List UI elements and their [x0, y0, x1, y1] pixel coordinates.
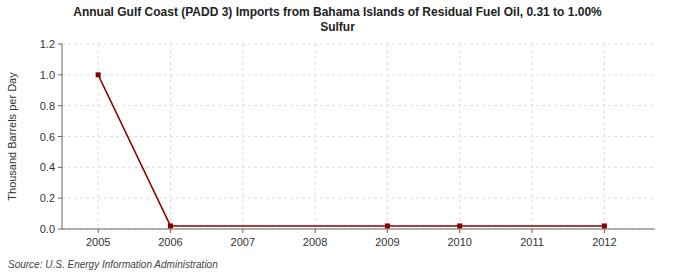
y-tick-label: 0.8: [40, 100, 55, 112]
x-tick: [532, 229, 533, 233]
y-tick: [58, 136, 62, 137]
y-grid-line: [62, 198, 655, 199]
y-tick: [58, 167, 62, 168]
data-point: [96, 72, 101, 77]
data-line: [98, 75, 604, 226]
x-grid-line: [315, 44, 316, 229]
y-grid-line: [62, 44, 655, 45]
x-tick: [459, 229, 460, 233]
y-grid-line: [62, 105, 655, 106]
x-tick: [242, 229, 243, 233]
y-tick-label: 1.2: [40, 38, 55, 50]
x-tick-label: 2011: [520, 236, 544, 248]
title: Annual Gulf Coast (PADD 3) Imports from …: [73, 5, 602, 34]
x-tick: [170, 229, 171, 233]
x-grid-line: [459, 44, 460, 229]
y-grid-line: [62, 229, 655, 230]
chart: 0.0 0.2 0.4 0.6 0.8 1.0 1.2 2005 2006 2007 2008 200…: [0, 0, 675, 275]
series: [96, 72, 607, 228]
y-axis-label: Thousand Barrels per Day: [6, 72, 18, 201]
data-point: [602, 223, 607, 228]
x-tick: [604, 229, 605, 233]
x-tick-label: 2007: [231, 236, 255, 248]
y-grid-line: [62, 136, 655, 137]
x-tick: [98, 229, 99, 233]
y-tick: [58, 74, 62, 75]
y-tick: [58, 198, 62, 199]
x-grid-line: [98, 44, 99, 229]
axes: 0.0 0.2 0.4 0.6 0.8 1.0 1.2 2005 2006 2007 2008 200…: [40, 38, 655, 248]
y-grid-line: [62, 167, 655, 168]
x-tick-label: 2009: [375, 236, 399, 248]
data-point: [168, 223, 173, 228]
x-tick: [315, 229, 316, 233]
y-tick-label: 0.6: [40, 131, 55, 143]
source-note: Source: U.S. Energy Information Administ…: [8, 259, 218, 270]
x-tick-label: 2012: [592, 236, 616, 248]
x-tick: [387, 229, 388, 233]
x-axis-line: [62, 229, 655, 230]
y-tick-label: 1.0: [40, 69, 55, 81]
x-grid-line: [387, 44, 388, 229]
y-tick-label: 0.0: [40, 223, 55, 235]
x-grid-line: [170, 44, 171, 229]
data-point: [457, 223, 462, 228]
x-tick-label: 2006: [158, 236, 182, 248]
x-grid-line: [604, 44, 605, 229]
y-tick-label: 0.2: [40, 192, 55, 204]
x-tick-label: 2005: [86, 236, 110, 248]
y-grid-line: [62, 74, 655, 75]
y-axis-line: [62, 44, 63, 229]
x-grid-line: [532, 44, 533, 229]
x-tick-label: 2010: [448, 236, 472, 248]
y-tick: [58, 44, 62, 45]
data-point: [385, 223, 390, 228]
y-tick-label: 0.4: [40, 161, 55, 173]
y-tick: [58, 105, 62, 106]
y-tick: [58, 229, 62, 230]
x-grid-line: [242, 44, 243, 229]
grid: [62, 44, 655, 229]
x-tick-label: 2008: [303, 236, 327, 248]
